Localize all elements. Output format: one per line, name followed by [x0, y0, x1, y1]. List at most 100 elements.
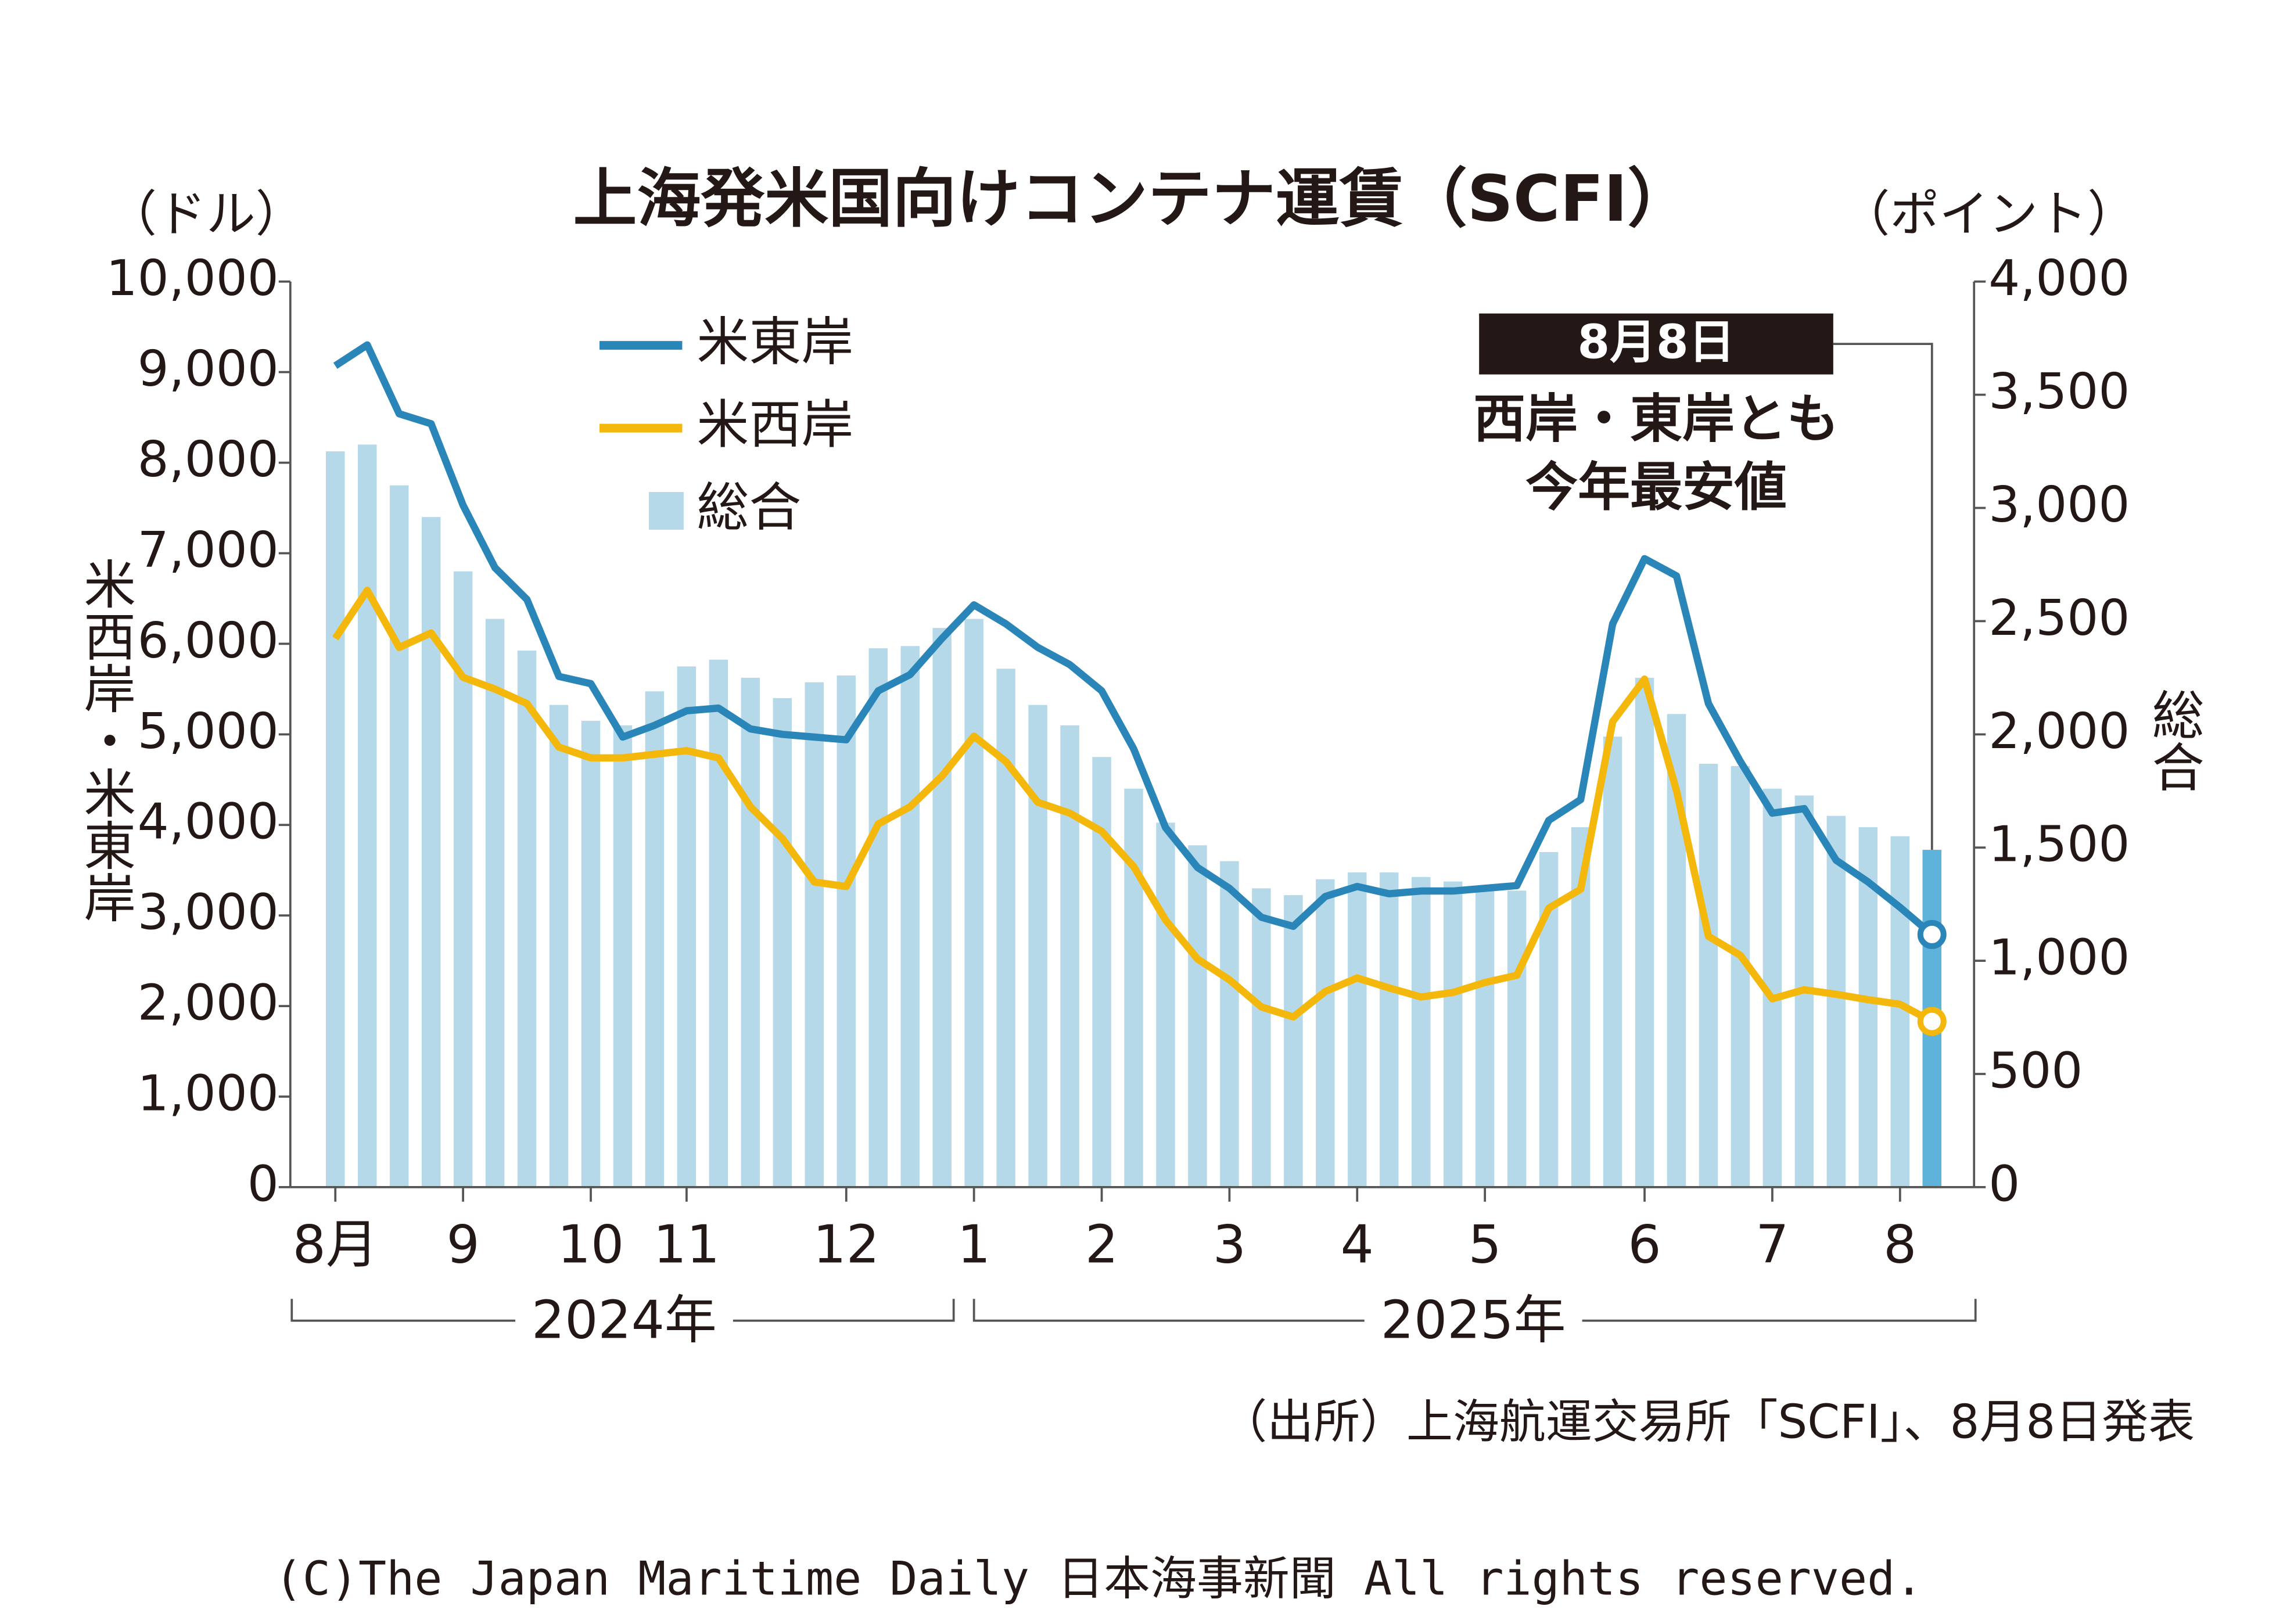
y-tick-label: 8,000 — [138, 431, 279, 488]
y-tick-label: 0 — [247, 1155, 279, 1213]
x-tick-label: 6 — [1628, 1215, 1661, 1276]
bar — [1603, 736, 1622, 1187]
y2-tick-label: 4,000 — [1988, 250, 2130, 307]
year-label: 2025年 — [1381, 1291, 1566, 1351]
bar — [1731, 766, 1750, 1187]
bar — [1124, 788, 1143, 1187]
bar — [517, 651, 537, 1187]
annotation-box — [1479, 313, 1833, 375]
bar — [1411, 876, 1431, 1187]
bar — [900, 646, 920, 1187]
y2-tick-label: 500 — [1988, 1042, 2083, 1100]
y-tick-label: 5,000 — [138, 703, 279, 760]
year-label: 2024年 — [532, 1291, 717, 1351]
x-tick-label: 7 — [1756, 1215, 1789, 1276]
y-tick-label: 1,000 — [138, 1065, 279, 1122]
x-tick-label: 1 — [957, 1215, 990, 1276]
y2-tick-label: 2,500 — [1988, 590, 2130, 647]
bar — [581, 720, 601, 1187]
y-tick-label: 3,000 — [138, 884, 279, 942]
bar — [741, 677, 760, 1187]
x-tick-label: 5 — [1469, 1215, 1502, 1276]
bar — [1284, 895, 1303, 1187]
y-tick-label: 9,000 — [138, 340, 279, 398]
bar — [485, 619, 505, 1187]
bar — [932, 628, 952, 1187]
bar — [1252, 888, 1271, 1187]
y-tick-label: 6,000 — [138, 612, 279, 670]
bar — [964, 619, 983, 1187]
bar — [357, 444, 377, 1187]
bar — [1220, 861, 1239, 1187]
y-tick-label: 10,000 — [106, 250, 279, 307]
annotation-leader — [1833, 343, 1933, 850]
copyright: (C)The Japan Maritime Daily 日本海事新聞 All r… — [275, 1552, 1923, 1606]
bar — [326, 451, 345, 1187]
x-tick-label: 2 — [1085, 1215, 1118, 1276]
x-tick-label: 8月 — [293, 1215, 378, 1276]
bar — [1826, 815, 1846, 1187]
y2-axis-title: 総合 — [2143, 688, 2203, 792]
legend-swatch — [648, 492, 684, 530]
end-point — [1917, 919, 1947, 949]
y2-tick-label: 2,000 — [1988, 703, 2130, 760]
bar — [773, 698, 792, 1187]
bar — [1348, 872, 1367, 1187]
y2-unit: （ポイント） — [1840, 186, 2137, 243]
year-bracket — [972, 1299, 1977, 1322]
bar — [1092, 757, 1111, 1187]
y-unit: （ドル） — [107, 186, 305, 243]
y2-tick-label: 3,500 — [1988, 363, 2130, 421]
bar — [1188, 845, 1207, 1187]
legend-label: 総合 — [697, 477, 801, 538]
bar — [1635, 677, 1654, 1187]
y2-tick-label: 1,500 — [1988, 816, 2130, 874]
x-tick-label: 8 — [1883, 1215, 1916, 1276]
y-axis-title: 米西岸・米東岸 — [74, 557, 135, 923]
line-series — [333, 341, 1934, 937]
bar — [996, 669, 1015, 1187]
bar — [389, 485, 409, 1187]
bar — [868, 648, 888, 1187]
bar — [805, 682, 824, 1187]
legend-label: 米西岸 — [697, 395, 853, 455]
bar — [1156, 822, 1175, 1187]
bar — [1507, 890, 1527, 1187]
x-tick-label: 11 — [654, 1215, 720, 1276]
x-tick-label: 10 — [558, 1215, 624, 1276]
y-tick-label: 4,000 — [138, 793, 279, 851]
annotation-text: 西岸・東岸とも — [1473, 389, 1839, 450]
bar — [837, 675, 856, 1187]
bar — [1699, 763, 1718, 1187]
bar — [613, 725, 633, 1187]
y2-tick-label: 3,000 — [1988, 476, 2130, 534]
bar — [1380, 872, 1399, 1187]
bar — [1316, 879, 1335, 1187]
line-series — [332, 587, 1934, 1025]
bar — [1443, 881, 1463, 1187]
legend-label: 米東岸 — [697, 312, 853, 373]
plot: 0 1,000 2,000 3,000 4,000 5,000 6,000 7,000 8,00… — [106, 250, 2130, 1276]
bar — [1028, 705, 1047, 1187]
y-tick-label: 7,000 — [138, 522, 279, 579]
bar — [549, 705, 569, 1187]
annotation-date: 8月8日 — [1577, 315, 1735, 369]
x-tick-label: 3 — [1213, 1215, 1246, 1276]
annotation-text: 今年最安値 — [1525, 457, 1787, 518]
chart-title: 上海発米国向けコンテナ運賃（SCFI） — [573, 161, 1692, 236]
y-tick-label: 2,000 — [138, 975, 279, 1032]
y2-tick-label: 1,000 — [1988, 929, 2130, 987]
y2-tick-label: 0 — [1988, 1155, 2020, 1213]
bar — [709, 659, 728, 1187]
x-tick-label: 12 — [813, 1215, 879, 1276]
x-tick-label: 4 — [1341, 1215, 1374, 1276]
bar — [645, 691, 665, 1187]
bar — [1060, 725, 1079, 1187]
year-bracket — [290, 1299, 955, 1322]
bar — [677, 666, 697, 1187]
end-point — [1917, 1007, 1947, 1036]
bar — [421, 517, 441, 1187]
x-tick-label: 9 — [447, 1215, 480, 1276]
bar — [1475, 888, 1495, 1187]
